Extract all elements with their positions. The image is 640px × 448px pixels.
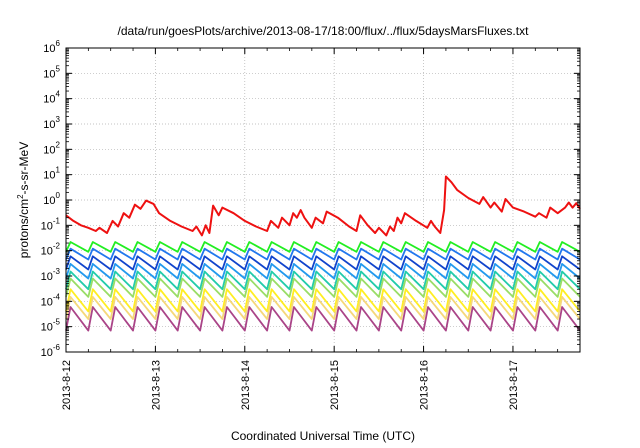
x-tick-label: 2013-8-16 [419, 360, 431, 410]
series-line-9 [65, 296, 581, 320]
y-tick-base: 10 [43, 170, 55, 182]
y-tick-exponent: -3 [53, 267, 61, 276]
y-tick-base: 10 [43, 144, 55, 156]
y-axis-label-suffix: -s-sr-MeV [17, 142, 31, 195]
y-tick-base: 10 [41, 296, 53, 308]
x-tick-label: 2013-8-15 [329, 360, 341, 410]
y-tick-base: 10 [43, 43, 55, 55]
y-tick-label: 10-4 [41, 292, 61, 308]
y-tick-base: 10 [41, 347, 53, 359]
x-tick-label: 2013-8-17 [508, 360, 520, 410]
series-line-4 [65, 255, 581, 271]
y-tick-base: 10 [43, 94, 55, 106]
series-layer [65, 175, 581, 332]
series-line-5 [65, 263, 581, 280]
y-tick-base: 10 [41, 271, 53, 283]
y-tick-label: 10-3 [41, 267, 61, 283]
y-tick-labels: 10-610-510-410-310-210-11001011021031041… [41, 39, 61, 359]
y-tick-label: 101 [43, 166, 60, 182]
y-tick-label: 10-6 [41, 343, 61, 359]
y-tick-exponent: 3 [56, 115, 61, 124]
y-tick-exponent: 2 [56, 140, 61, 149]
y-tick-base: 10 [41, 246, 53, 258]
x-tick-label: 2013-8-14 [240, 360, 252, 410]
series-line-1 [65, 175, 581, 237]
y-tick-label: 103 [43, 115, 60, 131]
y-tick-base: 10 [41, 220, 53, 232]
series-line-8 [65, 288, 581, 313]
series-line-2 [65, 241, 581, 253]
y-tick-exponent: 1 [56, 166, 61, 175]
y-tick-exponent: -4 [53, 292, 61, 301]
y-tick-base: 10 [43, 68, 55, 80]
y-tick-label: 105 [43, 64, 60, 80]
y-tick-label: 106 [43, 39, 60, 55]
y-tick-exponent: -2 [53, 242, 61, 251]
y-tick-label: 104 [43, 90, 60, 106]
y-axis-label-sup: 2 [16, 194, 25, 199]
y-tick-exponent: -1 [53, 216, 61, 225]
x-tick-label: 2013-8-13 [150, 360, 162, 410]
series-line-7 [65, 277, 581, 298]
y-tick-exponent: 0 [56, 191, 61, 200]
y-tick-label: 10-2 [41, 242, 61, 258]
y-tick-label: 102 [43, 140, 60, 156]
y-tick-exponent: 6 [56, 39, 61, 48]
chart-title: /data/run/goesPlots/archive/2013-08-17/1… [118, 24, 530, 38]
y-tick-base: 10 [43, 195, 55, 207]
y-tick-label: 10-1 [41, 216, 61, 232]
y-axis-label: protons/cm2-s-sr-MeV [16, 142, 31, 258]
y-tick-label: 100 [43, 191, 60, 207]
x-tick-labels: 2013-8-12 2013-8-13 2013-8-14 2013-8-15 2013… [61, 360, 520, 410]
x-axis-label: Coordinated Universal Time (UTC) [231, 429, 415, 443]
series-line-3 [65, 247, 581, 261]
y-tick-label: 10-5 [41, 318, 61, 334]
y-tick-exponent: -6 [53, 343, 61, 352]
y-tick-exponent: 4 [56, 90, 61, 99]
y-tick-base: 10 [43, 119, 55, 131]
x-tick-label: 2013-8-12 [61, 360, 73, 410]
series-line-6 [65, 270, 581, 291]
y-tick-base: 10 [41, 322, 53, 334]
y-axis-label-prefix: protons/cm [17, 199, 31, 258]
y-tick-exponent: 5 [56, 64, 61, 73]
y-tick-exponent: -5 [53, 318, 61, 327]
series-line-10 [65, 306, 581, 332]
tick-marks [65, 47, 580, 353]
